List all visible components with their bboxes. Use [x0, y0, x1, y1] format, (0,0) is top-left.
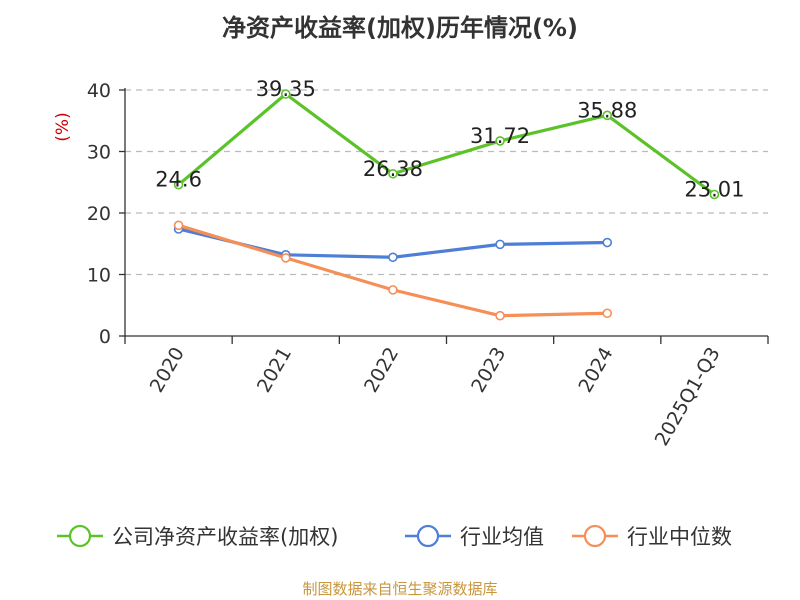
- y-tick-label: 30: [87, 142, 111, 164]
- data-point: [388, 252, 398, 263]
- x-tick-label: 2025Q1-Q3: [651, 344, 725, 450]
- legend-marker-0: [68, 524, 92, 548]
- y-tick-label: 40: [87, 80, 111, 102]
- data-point: [280, 89, 291, 99]
- legend-marker-2: [583, 524, 607, 548]
- x-tick-label: 2022: [360, 344, 403, 397]
- data-label: 26.38: [363, 157, 423, 181]
- data-label: 24.6: [155, 168, 202, 192]
- data-point: [602, 237, 613, 248]
- legend-label-1: 行业均值: [460, 525, 544, 549]
- data-point: [602, 308, 613, 319]
- data-point: [495, 239, 505, 250]
- data-point: [388, 168, 398, 179]
- y-axis-unit: (%): [53, 112, 73, 141]
- x-tick-label: 2021: [253, 344, 296, 397]
- legend: 公司净资产收益率(加权) 行业均值 行业中位数: [57, 524, 732, 549]
- y-tick-label: 20: [87, 203, 111, 225]
- data-point: [709, 189, 720, 200]
- grid-layer: [125, 89, 768, 276]
- data-label-layer: 24.6 39.35 26.38 31.72 35.88 23.01: [155, 77, 744, 201]
- data-label: 35.88: [577, 98, 637, 122]
- legend-marker-1: [416, 524, 440, 548]
- data-point: [602, 110, 613, 121]
- x-tick-label: 2020: [146, 344, 189, 397]
- series-layer: [173, 89, 720, 321]
- axis-layer: 0 10 20 30 40 (%) 2020 2021 2022 2023 2024 2025Q1-Q…: [53, 80, 769, 450]
- x-tick-label: 2023: [467, 344, 510, 397]
- legend-label-0: 公司净资产收益率(加权): [112, 525, 338, 549]
- data-label: 31.72: [470, 124, 530, 148]
- data-point: [173, 220, 184, 231]
- data-label: 39.35: [256, 77, 316, 101]
- series-line-0: [177, 92, 716, 196]
- y-tick-label: 10: [87, 265, 111, 287]
- y-tick-label: 0: [99, 326, 111, 348]
- data-point: [388, 285, 398, 295]
- source-footer: 制图数据来自恒生聚源数据库: [302, 580, 498, 598]
- legend-label-2: 行业中位数: [627, 525, 732, 549]
- data-point: [173, 179, 184, 190]
- x-tick-label: 2024: [574, 344, 617, 397]
- data-point: [280, 253, 291, 263]
- data-label: 23.01: [684, 177, 744, 201]
- chart-title: 净资产收益率(加权)历年情况(%): [222, 14, 578, 42]
- data-point: [495, 310, 505, 321]
- series-line-2: [178, 223, 608, 318]
- data-point: [495, 136, 505, 146]
